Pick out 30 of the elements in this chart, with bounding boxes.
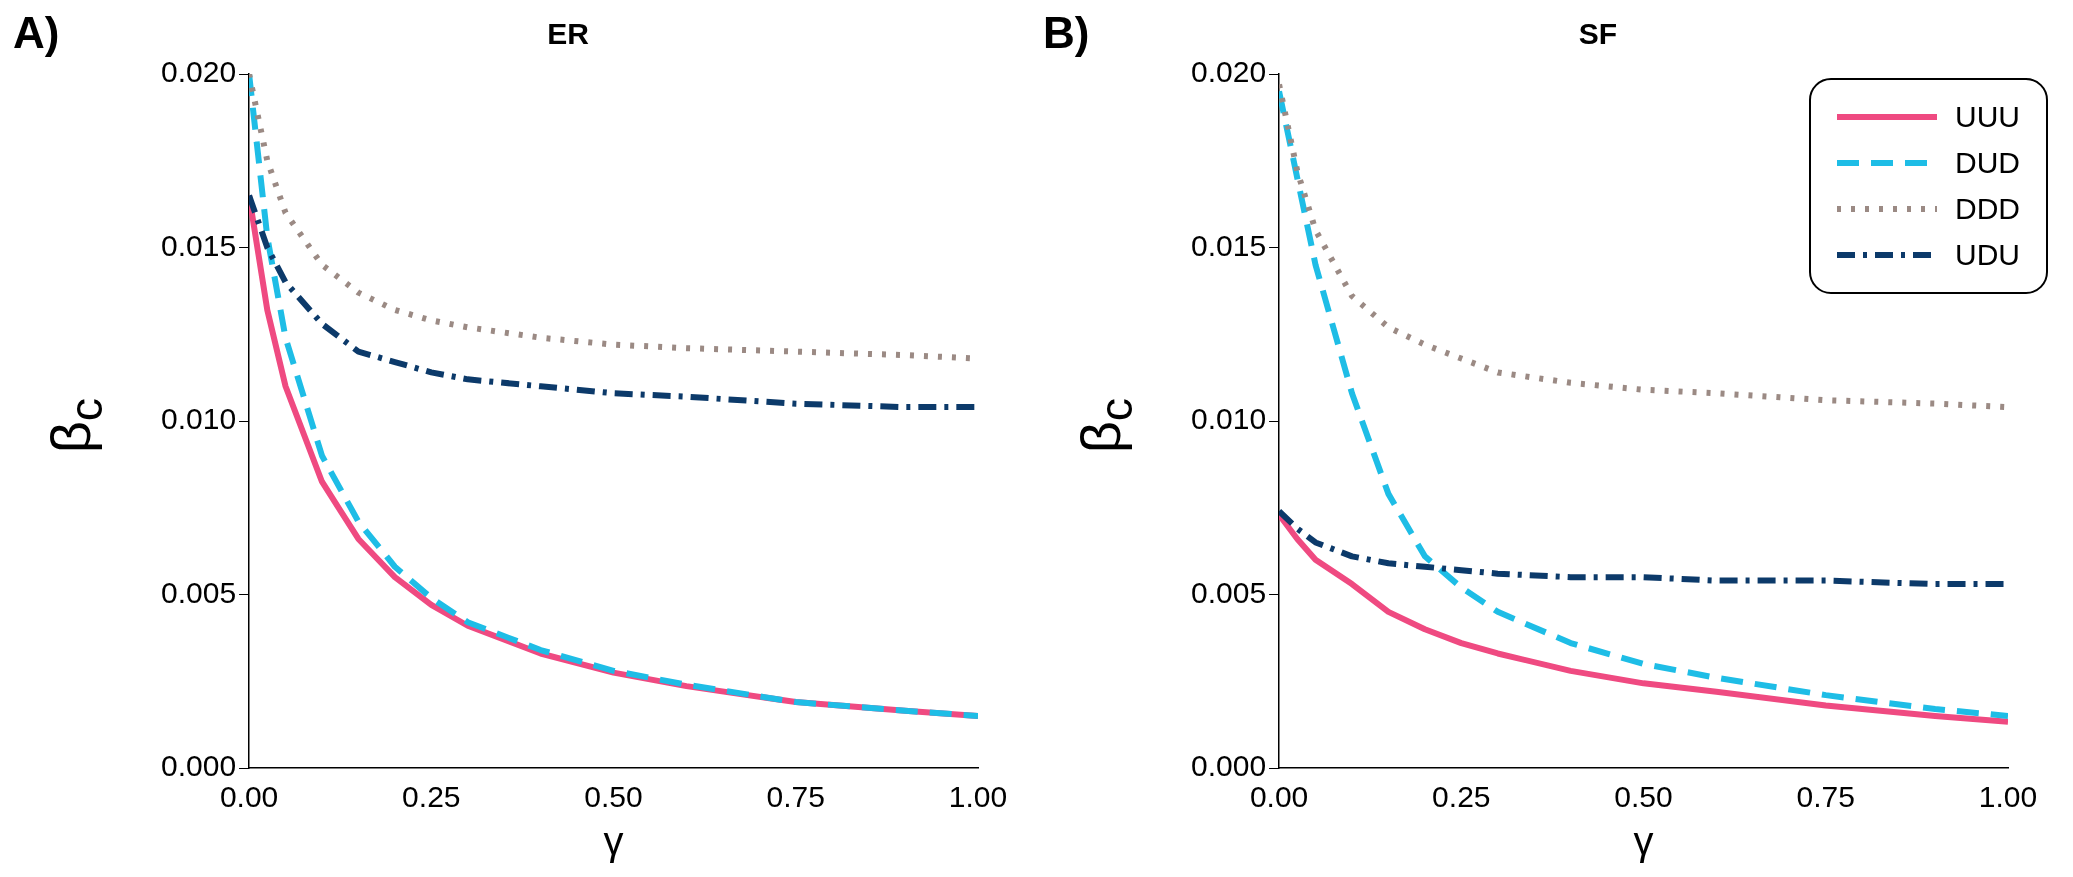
text: B) [1043,8,1090,58]
y-tick-label: 0.015 [161,228,237,262]
y-tick-label: 0.005 [161,575,237,609]
legend-label: DUD [1955,146,2020,180]
y-tick-label: 0.005 [1191,575,1267,609]
chart-title: SF [1578,17,1618,51]
chart-title: ER [547,17,590,51]
x-axis-title: γ [603,819,624,864]
x-tick-label: 0.00 [1249,780,1309,814]
legend-label: UUU [1955,100,2020,134]
y-tick-label: 0.015 [1191,228,1267,262]
x-tick-label: 1.00 [1978,780,2038,814]
y-tick-label: 0.000 [161,749,237,783]
y-tick-label: 0.000 [1191,749,1267,783]
y-tick-label: 0.010 [1191,402,1267,436]
x-tick-label: 0.75 [766,780,825,814]
y-tick-label: 0.020 [1191,55,1267,89]
y-tick-label: 0.010 [161,402,237,436]
x-tick-label: 0.50 [584,780,643,814]
x-tick-label: 0.50 [1614,780,1673,814]
text: A) [13,8,60,58]
legend-label: DDD [1955,192,2020,226]
x-tick-label: 0.75 [1796,780,1855,814]
x-tick-label: 0.25 [402,780,461,814]
y-tick-label: 0.020 [161,55,237,89]
x-axis-title: γ [1633,819,1654,864]
x-tick-label: 0.00 [219,780,279,814]
legend-label: UDU [1955,238,2020,272]
x-tick-label: 0.25 [1432,780,1491,814]
x-tick-label: 1.00 [948,780,1008,814]
